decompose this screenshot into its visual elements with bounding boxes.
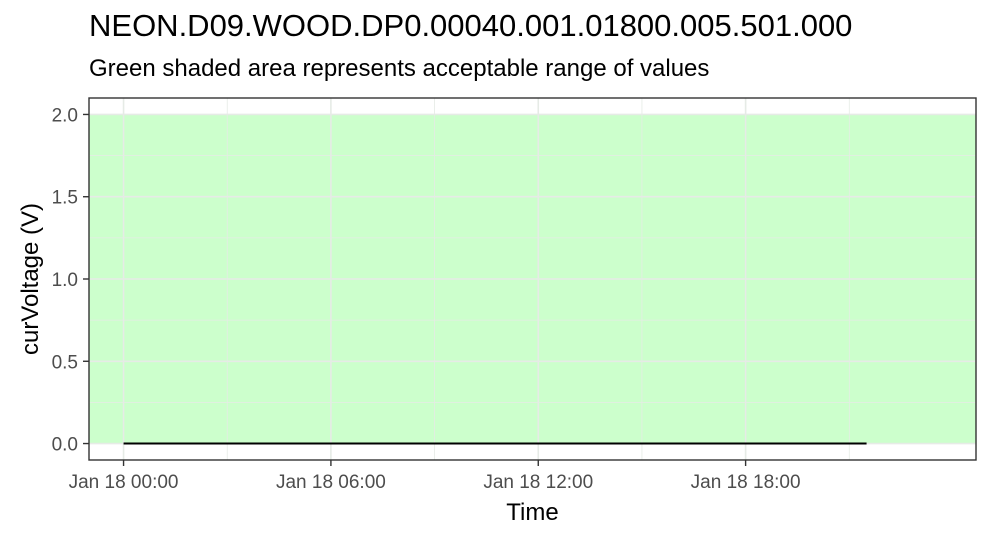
y-tick-label: 2.0 (52, 105, 78, 126)
y-tick-label: 0.5 (52, 352, 78, 373)
y-tick-label: 1.0 (52, 270, 78, 291)
x-tick-label: Jan 18 18:00 (691, 472, 801, 493)
chart-subtitle: Green shaded area represents acceptable … (89, 55, 710, 82)
y-axis-title: curVoltage (V) (17, 203, 44, 355)
y-tick-label: 1.5 (52, 188, 78, 209)
x-tick-label: Jan 18 00:00 (69, 472, 179, 493)
x-axis-title: Time (506, 499, 558, 526)
y-tick-label: 0.0 (52, 435, 78, 456)
x-tick-label: Jan 18 06:00 (276, 472, 386, 493)
chart-title: NEON.D09.WOOD.DP0.00040.001.01800.005.50… (89, 8, 853, 43)
x-tick-label: Jan 18 12:00 (483, 472, 593, 493)
